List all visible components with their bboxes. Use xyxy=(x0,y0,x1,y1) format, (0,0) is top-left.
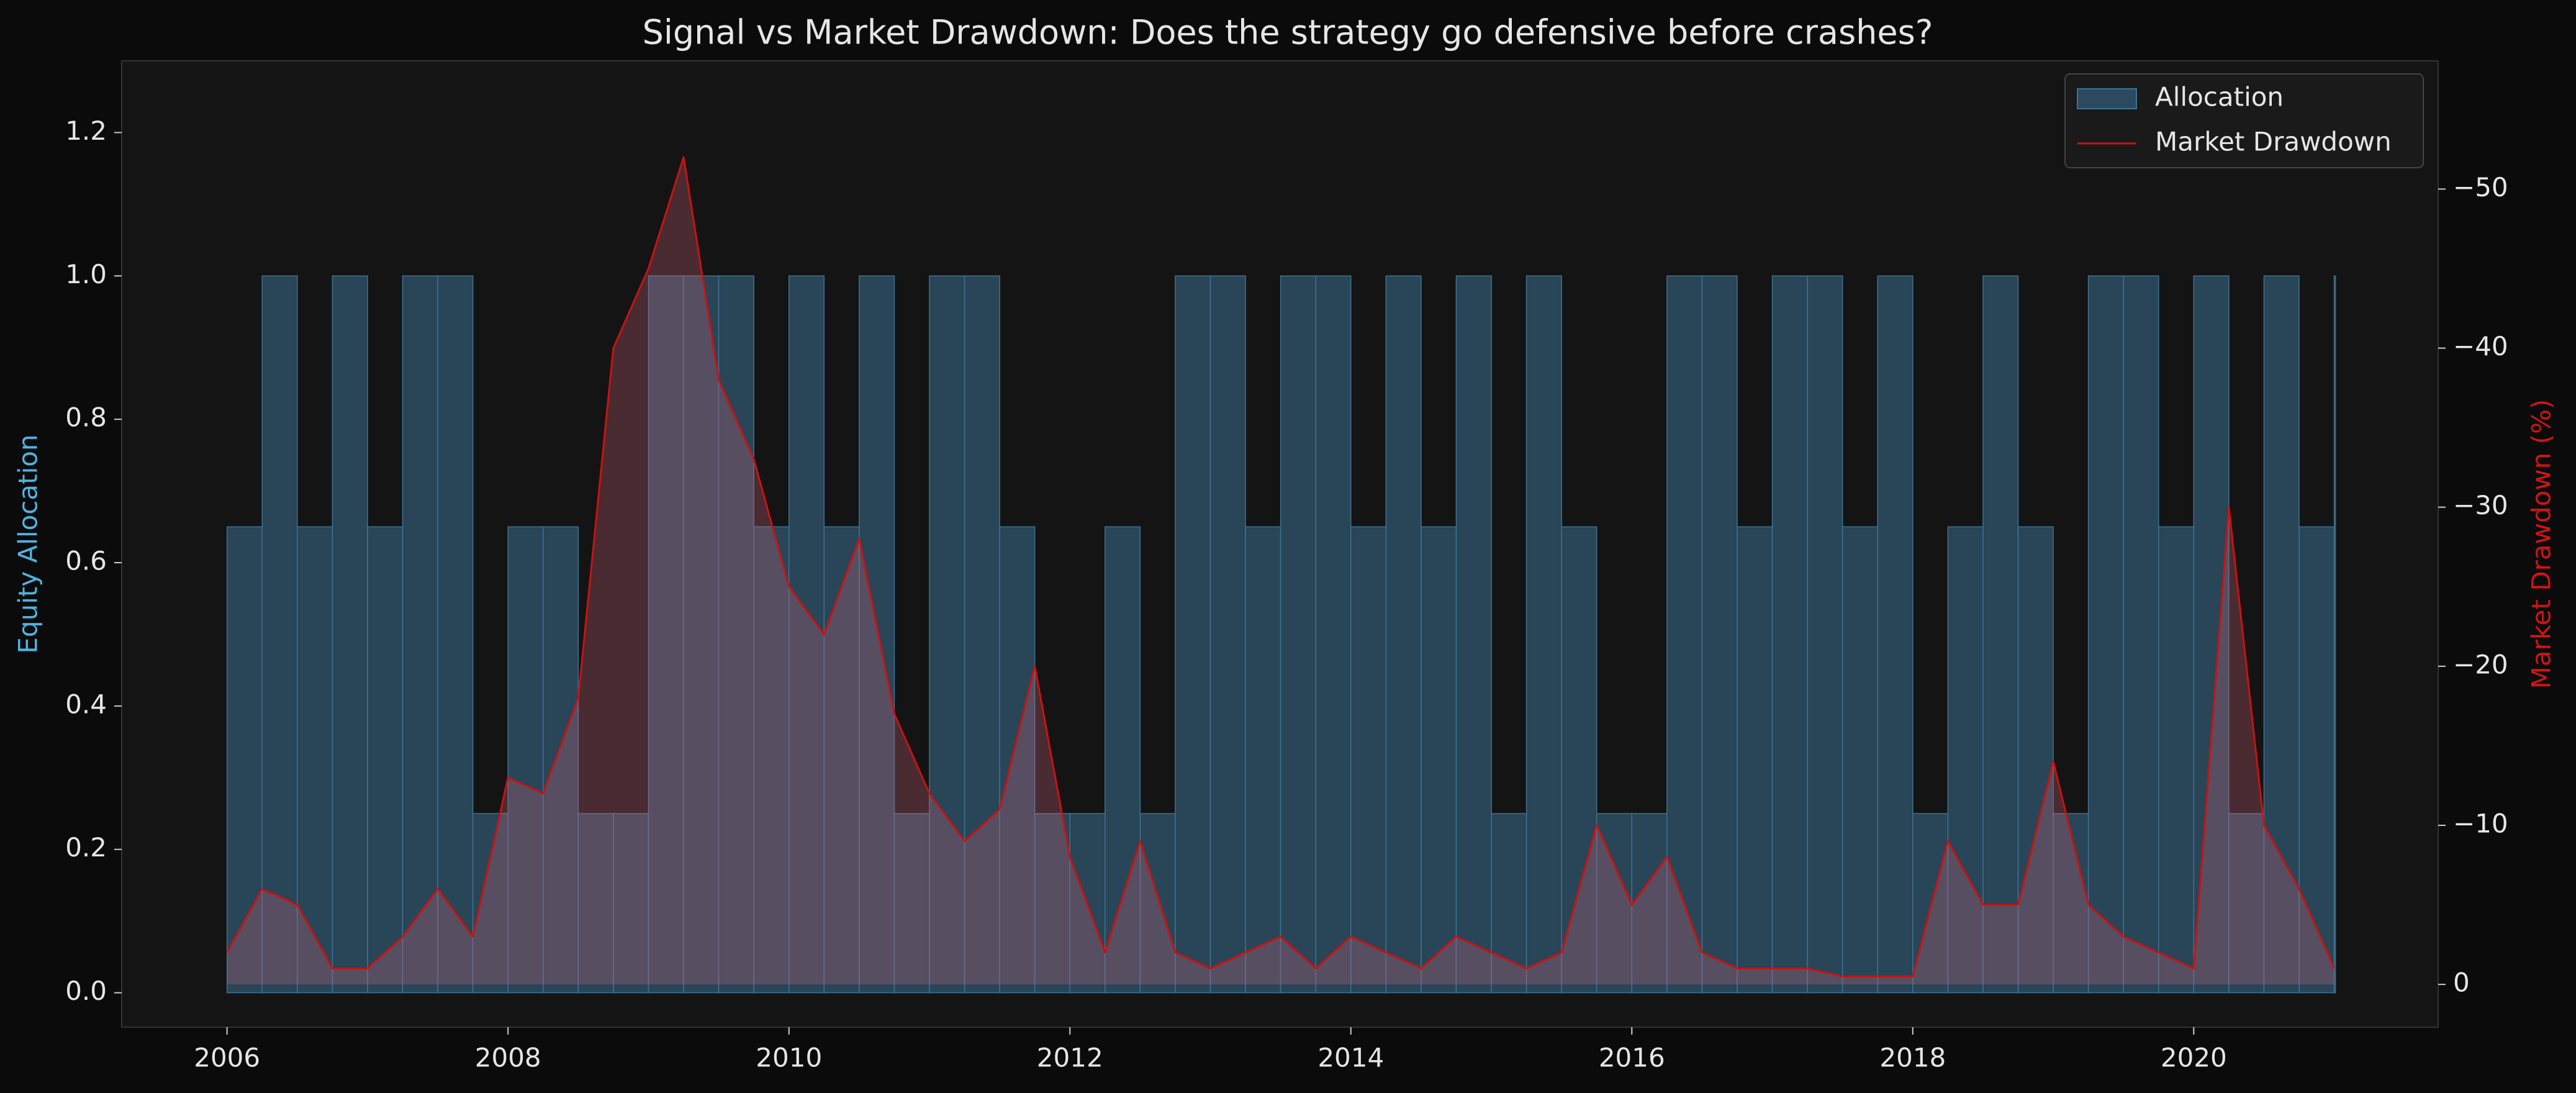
allocation-step xyxy=(648,275,684,994)
allocation-step xyxy=(2263,275,2300,994)
allocation-step xyxy=(1912,813,1949,994)
y-axis-label: Equity Allocation xyxy=(13,434,43,653)
y-tick-label: 0.4 xyxy=(65,689,107,719)
x-tick-label: 2018 xyxy=(1879,1043,1946,1073)
allocation-step xyxy=(2123,275,2159,994)
legend: Allocation Market Drawdown xyxy=(2064,73,2424,168)
allocation-step xyxy=(402,275,438,994)
x-tick-label: 2016 xyxy=(1599,1043,1665,1073)
y-tick-label: 0.6 xyxy=(65,546,107,576)
allocation-step xyxy=(1315,275,1352,994)
y2-tick-label: −50 xyxy=(2453,172,2508,202)
allocation-step xyxy=(613,813,649,994)
allocation-step xyxy=(1350,526,1387,994)
allocation-step xyxy=(2333,275,2336,994)
y2-tick-label: −10 xyxy=(2453,808,2508,838)
y2-tick-label: −40 xyxy=(2453,331,2508,361)
allocation-step xyxy=(2298,526,2335,994)
allocation-step xyxy=(964,275,1000,994)
allocation-step xyxy=(2053,813,2089,994)
allocation-step xyxy=(261,275,298,994)
drawdown-line xyxy=(226,156,2335,977)
allocation-step xyxy=(332,275,368,994)
allocation-step xyxy=(543,526,579,994)
allocation-step xyxy=(1947,526,1984,994)
plot xyxy=(226,156,2336,994)
allocation-step xyxy=(2158,526,2195,994)
y-tick-label: 0.8 xyxy=(65,402,107,433)
y-tick-label: 0.2 xyxy=(65,832,107,863)
allocation-step xyxy=(2193,275,2230,994)
allocation-step xyxy=(1771,275,1808,994)
allocation-step xyxy=(893,813,930,994)
legend-label: Allocation xyxy=(2155,82,2284,112)
allocation-step xyxy=(1877,275,1914,994)
allocation-step xyxy=(2228,813,2265,994)
x-tick-label: 2006 xyxy=(194,1043,260,1073)
allocation-step xyxy=(1245,526,1281,994)
allocation-step xyxy=(999,526,1036,994)
allocation-step xyxy=(1491,813,1527,994)
allocation-step xyxy=(1385,275,1422,994)
legend-swatch xyxy=(2077,88,2137,109)
allocation-step xyxy=(1842,526,1878,994)
allocation-step xyxy=(1737,526,1773,994)
allocation-step xyxy=(1105,526,1141,994)
allocation-step xyxy=(1209,275,1246,994)
drawdown-area xyxy=(227,157,2334,985)
allocation-step xyxy=(1701,275,1738,994)
y2-tick-label: −30 xyxy=(2453,490,2508,520)
x-tick-label: 2020 xyxy=(2161,1043,2227,1073)
legend-label: Market Drawdown xyxy=(2155,127,2392,157)
allocation-step xyxy=(1455,275,1492,994)
x-tick-label: 2010 xyxy=(756,1043,822,1073)
allocation-step xyxy=(929,275,965,994)
y-tick-label: 1.2 xyxy=(65,116,107,146)
allocation-step xyxy=(1525,275,1562,994)
allocation-step xyxy=(1596,813,1633,994)
allocation-step xyxy=(577,813,614,994)
allocation-step xyxy=(1807,275,1843,994)
y2-axis-label: Market Drawdown (%) xyxy=(2526,399,2557,689)
allocation-step xyxy=(507,526,544,994)
allocation-step xyxy=(472,813,508,994)
allocation-step xyxy=(683,275,720,994)
allocation-step xyxy=(1421,526,1457,994)
allocation-step xyxy=(1034,813,1070,994)
x-tick-label: 2008 xyxy=(475,1043,541,1073)
x-tick-label: 2014 xyxy=(1317,1043,1384,1073)
y2-tick-label: −20 xyxy=(2453,649,2508,679)
allocation-step xyxy=(2087,275,2124,994)
allocation-step xyxy=(823,526,860,994)
allocation-step xyxy=(1175,275,1211,994)
y-tick-label: 1.0 xyxy=(65,259,107,289)
y-tick-label: 0.0 xyxy=(65,976,107,1006)
allocation-step xyxy=(1561,526,1598,994)
allocation-step xyxy=(1280,275,1316,994)
allocation-step xyxy=(1982,275,2019,994)
allocation-step xyxy=(2017,526,2054,994)
allocation-step xyxy=(437,275,474,994)
x-tick-label: 2012 xyxy=(1037,1043,1103,1073)
allocation-step xyxy=(367,526,404,994)
allocation-step xyxy=(226,526,263,994)
legend-box xyxy=(2064,73,2424,168)
y2-tick-label: 0 xyxy=(2453,968,2470,998)
chart-title: Signal vs Market Drawdown: Does the stra… xyxy=(643,13,1933,52)
allocation-step xyxy=(859,275,895,994)
allocation-step xyxy=(788,275,825,994)
allocation-step xyxy=(753,526,790,994)
